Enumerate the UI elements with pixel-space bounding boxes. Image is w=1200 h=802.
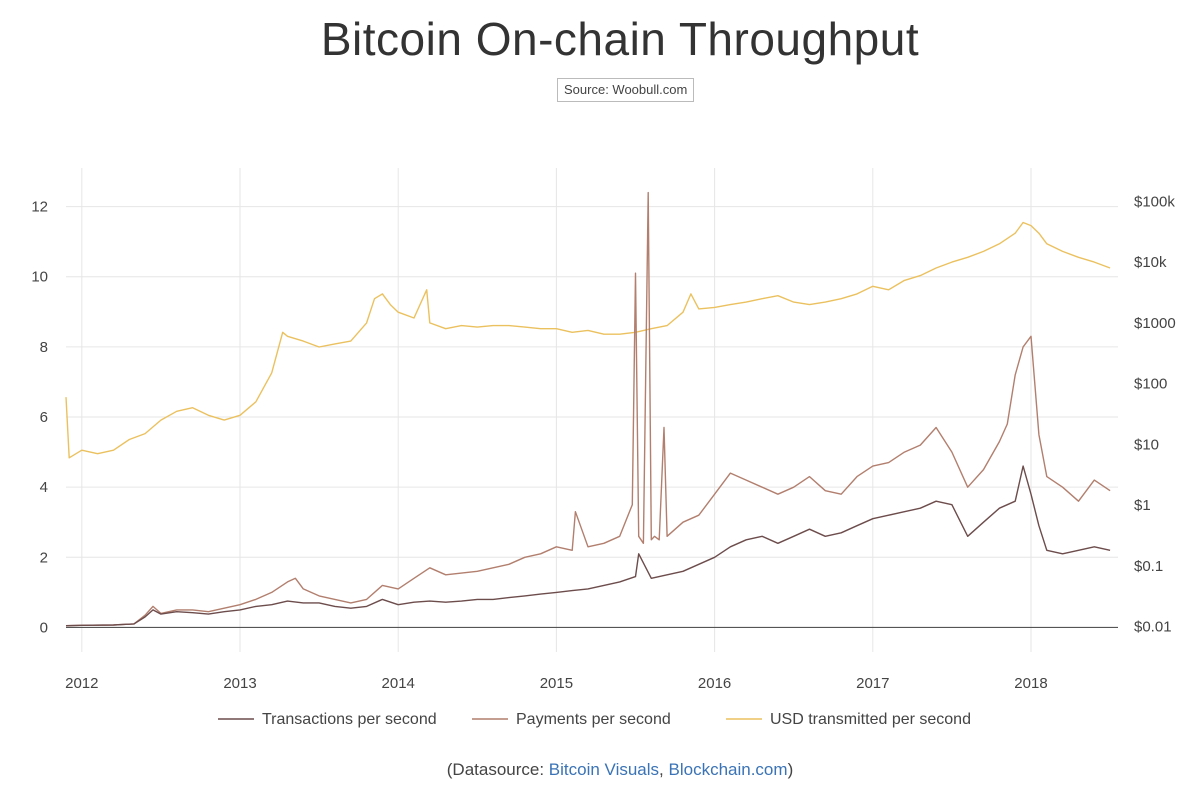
legend-label-payments: Payments per second [516, 711, 671, 728]
series-lines [65, 191, 1111, 627]
x-tick-label: 2017 [856, 675, 889, 692]
y-left-tick-label: 6 [40, 409, 48, 426]
x-tick-label: 2012 [65, 675, 98, 692]
x-tick-label: 2016 [698, 675, 731, 692]
y-right-tick-label: $10 [1134, 436, 1159, 453]
x-tick-label: 2014 [382, 675, 415, 692]
grid [66, 168, 1118, 652]
y-left-tick-label: 8 [40, 339, 48, 356]
legend: Transactions per second Payments per seco… [218, 711, 971, 728]
datasource-separator: , [659, 760, 669, 779]
y-right-tick-label: $1 [1134, 497, 1151, 514]
datasource-prefix: (Datasource: [446, 760, 549, 779]
y-left-tick-label: 2 [40, 549, 48, 566]
x-tick-label: 2015 [540, 675, 573, 692]
legend-label-usd: USD transmitted per second [770, 711, 971, 728]
y-right-tick-label: $0.01 [1134, 618, 1172, 635]
chart-title: Bitcoin On-chain Throughput [320, 13, 920, 65]
x-tick-label: 2013 [223, 675, 256, 692]
legend-label-transactions: Transactions per second [262, 711, 437, 728]
y-right-tick-label: $0.1 [1134, 558, 1163, 575]
y-right-tick-label: $100 [1134, 376, 1167, 393]
bitcoin-visuals-link[interactable]: Bitcoin Visuals [548, 760, 660, 779]
chart-area: 2012 2013 2014 2015 2016 2017 2018 0 2 4 6 8 10 12 $0.… [31, 168, 1176, 728]
y-right-tick-label: $1000 [1134, 315, 1176, 332]
x-tick-label: 2018 [1014, 675, 1047, 692]
datasource-suffix: ) [787, 760, 794, 779]
y-left-tick-label: 12 [31, 199, 48, 216]
y-left-tick-label: 0 [40, 619, 48, 636]
series-line-payments [65, 191, 1111, 627]
y-right-tick-label: $100k [1134, 193, 1175, 210]
datasource-footer: (Datasource: Bitcoin Visuals, Blockchain… [0, 760, 1200, 780]
y-left-tick-label: 4 [40, 479, 48, 496]
y-right-tick-label: $10k [1134, 254, 1167, 271]
blockchain-link[interactable]: Blockchain.com [668, 760, 788, 779]
axes: 2012 2013 2014 2015 2016 2017 2018 0 2 4 6 8 10 12 $0.… [31, 193, 1175, 692]
source-label: Source: Woobull.com [557, 78, 695, 102]
y-left-tick-label: 10 [31, 269, 48, 286]
series-line-usd [65, 221, 1111, 459]
series-line-transactions [65, 465, 1111, 627]
